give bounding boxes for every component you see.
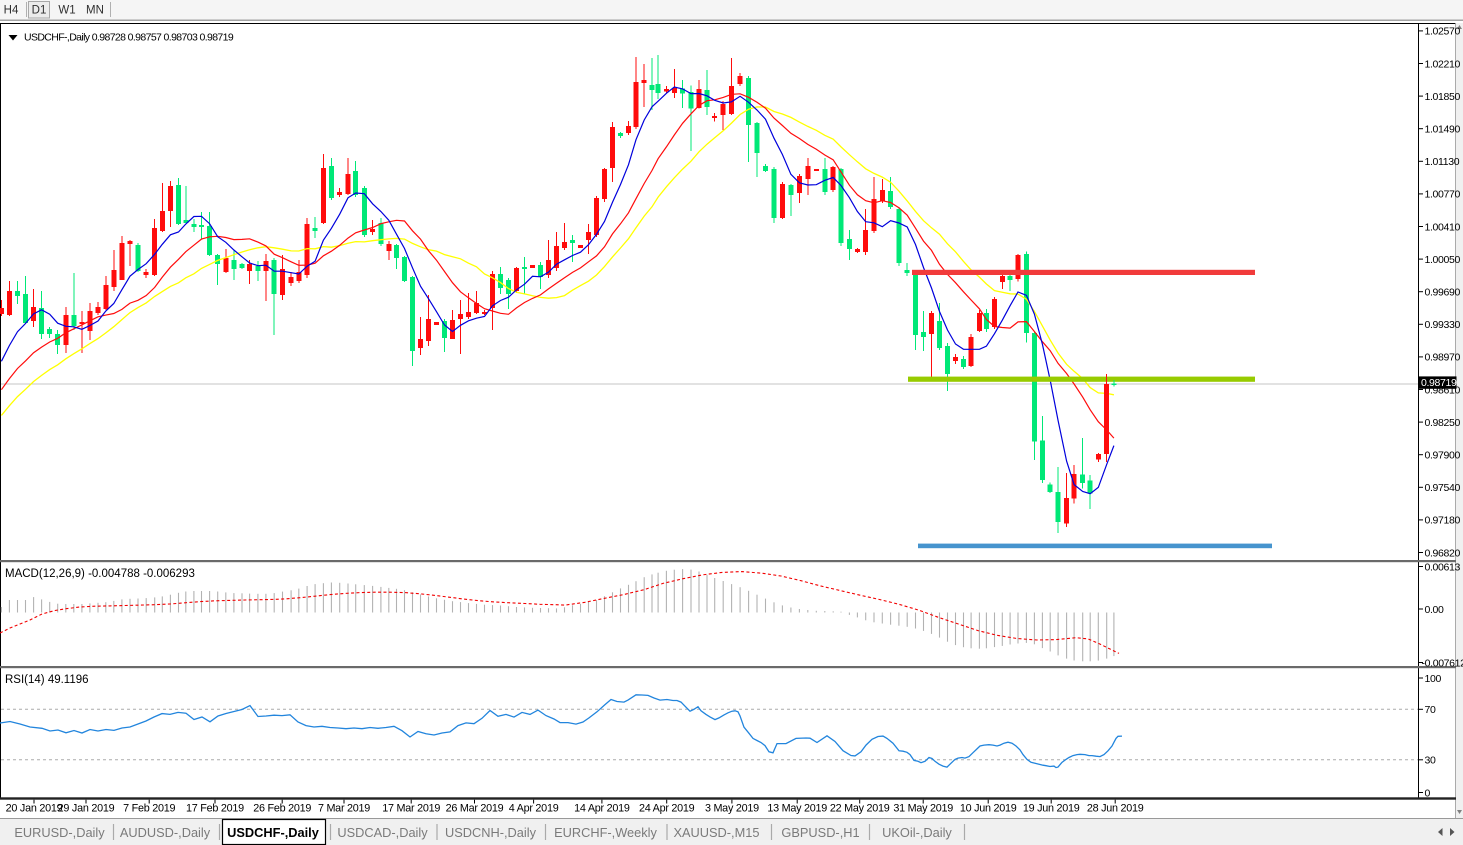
svg-text:XAUUSD-,M15: XAUUSD-,M15 (673, 825, 759, 840)
svg-text:0.98250: 0.98250 (1425, 417, 1461, 429)
svg-text:13 May 2019: 13 May 2019 (767, 803, 827, 815)
svg-text:20 Jan 2019: 20 Jan 2019 (6, 803, 63, 815)
svg-text:USDCHF-,Daily: USDCHF-,Daily (227, 825, 320, 840)
svg-text:7 Feb 2019: 7 Feb 2019 (123, 803, 175, 815)
svg-text:14 Apr 2019: 14 Apr 2019 (574, 803, 630, 815)
svg-text:USDCHF-,Daily 0.98728 0.98757: USDCHF-,Daily 0.98728 0.98757 0.98703 0.… (24, 32, 234, 44)
svg-text:1.00770: 1.00770 (1425, 189, 1461, 201)
svg-text:MN: MN (86, 5, 104, 17)
svg-text:UKOil-,Daily: UKOil-,Daily (882, 825, 952, 840)
svg-text:3 May 2019: 3 May 2019 (705, 803, 759, 815)
svg-text:AUDUSD-,Daily: AUDUSD-,Daily (120, 825, 211, 840)
svg-text:0.97180: 0.97180 (1425, 515, 1461, 527)
svg-text:1.01490: 1.01490 (1425, 124, 1461, 136)
svg-text:H4: H4 (4, 5, 19, 17)
svg-text:1.02210: 1.02210 (1425, 58, 1461, 70)
svg-text:70: 70 (1425, 704, 1436, 716)
svg-text:24 Apr 2019: 24 Apr 2019 (639, 803, 695, 815)
svg-text:0.00: 0.00 (1425, 604, 1445, 616)
svg-text:RSI(14) 49.1196: RSI(14) 49.1196 (5, 674, 89, 686)
svg-text:1.01850: 1.01850 (1425, 91, 1461, 103)
svg-text:1.02570: 1.02570 (1425, 26, 1461, 38)
svg-text:0.98719: 0.98719 (1421, 377, 1457, 389)
svg-text:19 Jun 2019: 19 Jun 2019 (1023, 803, 1080, 815)
svg-text:GBPUSD-,H1: GBPUSD-,H1 (781, 825, 859, 840)
svg-text:0.97540: 0.97540 (1425, 482, 1461, 494)
svg-text:17 Mar 2019: 17 Mar 2019 (382, 803, 440, 815)
svg-text:0.98970: 0.98970 (1425, 352, 1461, 364)
svg-text:26 Mar 2019: 26 Mar 2019 (446, 803, 504, 815)
svg-text:MACD(12,26,9) -0.004788 -0.006: MACD(12,26,9) -0.004788 -0.006293 (5, 568, 195, 580)
svg-text:1.00050: 1.00050 (1425, 254, 1461, 266)
svg-text:1.00410: 1.00410 (1425, 221, 1461, 233)
svg-text:EURCHF-,Weekly: EURCHF-,Weekly (554, 825, 657, 840)
svg-text:0.97900: 0.97900 (1425, 450, 1461, 462)
svg-text:17 Feb 2019: 17 Feb 2019 (186, 803, 244, 815)
svg-text:USDCNH-,Daily: USDCNH-,Daily (445, 825, 537, 840)
svg-text:26 Feb 2019: 26 Feb 2019 (253, 803, 311, 815)
svg-text:D1: D1 (32, 5, 47, 17)
svg-text:-0.007612: -0.007612 (1422, 657, 1463, 669)
svg-text:4 Apr 2019: 4 Apr 2019 (509, 803, 559, 815)
svg-text:USDCAD-,Daily: USDCAD-,Daily (337, 825, 428, 840)
svg-text:29 Jan 2019: 29 Jan 2019 (58, 803, 115, 815)
svg-text:30: 30 (1425, 755, 1436, 767)
svg-text:0.96820: 0.96820 (1425, 547, 1461, 559)
svg-text:0: 0 (1425, 787, 1431, 799)
svg-text:28 Jun 2019: 28 Jun 2019 (1087, 803, 1144, 815)
svg-text:10 Jun 2019: 10 Jun 2019 (960, 803, 1017, 815)
svg-text:EURUSD-,Daily: EURUSD-,Daily (14, 825, 105, 840)
svg-text:100: 100 (1425, 673, 1442, 685)
svg-text:22 May 2019: 22 May 2019 (830, 803, 890, 815)
svg-text:7 Mar 2019: 7 Mar 2019 (318, 803, 370, 815)
svg-text:0.99330: 0.99330 (1425, 319, 1461, 331)
svg-text:W1: W1 (58, 5, 75, 17)
svg-text:0.00613: 0.00613 (1425, 561, 1461, 573)
svg-text:0.99690: 0.99690 (1425, 287, 1461, 299)
svg-text:1.01130: 1.01130 (1425, 156, 1460, 168)
svg-text:31 May 2019: 31 May 2019 (893, 803, 953, 815)
